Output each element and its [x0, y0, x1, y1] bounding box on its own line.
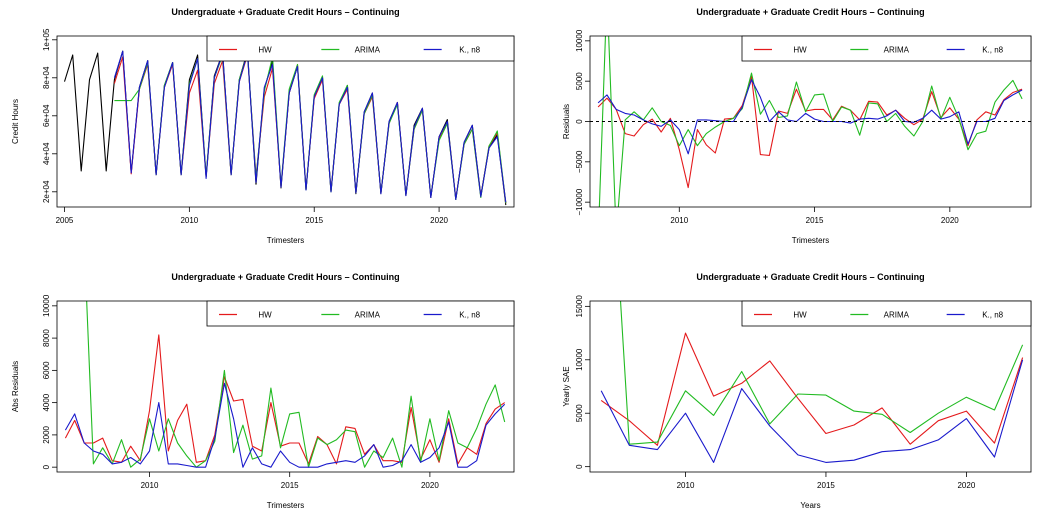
- series-line-arima: [86, 301, 506, 468]
- series-line-hw: [600, 332, 1024, 446]
- y-tick-label: 4e+04: [42, 142, 51, 165]
- x-tick-label: 2020: [941, 216, 959, 225]
- series-line-knn: [597, 79, 1023, 155]
- chart-residuals: Undergraduate + Graduate Credit Hours – …: [562, 7, 1032, 245]
- y-tick-label: 10000: [575, 348, 584, 371]
- chart-title: Undergraduate + Graduate Credit Hours – …: [696, 7, 924, 17]
- series-line-hw: [113, 54, 507, 204]
- y-tick-label: 5000: [575, 72, 584, 90]
- legend-box: [206, 35, 515, 62]
- legend: HW ARIMA K., n8: [206, 35, 515, 62]
- legend-label-arima: ARIMA: [884, 311, 910, 320]
- y-tick-label: 0: [575, 464, 584, 469]
- y-tick-label: 1e+05: [42, 28, 51, 51]
- series-line-knn: [600, 359, 1024, 463]
- x-axis-label: Trimesters: [267, 236, 304, 245]
- series-line-arima: [619, 301, 1024, 445]
- y-tick-label: 10000: [42, 294, 51, 317]
- y-axis-label: Credit Hours: [11, 99, 20, 144]
- x-tick-label: 2015: [281, 481, 299, 490]
- legend-label-arima: ARIMA: [355, 311, 381, 320]
- y-tick-label: −5000: [575, 150, 584, 173]
- y-tick-label: 15000: [575, 295, 584, 318]
- x-tick-label: 2010: [670, 216, 688, 225]
- y-tick-label: 6000: [42, 361, 51, 379]
- chart-abs: Undergraduate + Graduate Credit Hours – …: [11, 272, 515, 510]
- y-tick-label: 6e+04: [42, 104, 51, 127]
- y-tick-label: 2e+04: [42, 180, 51, 203]
- legend-box: [741, 35, 1032, 62]
- legend-label-hw: HW: [258, 46, 272, 55]
- y-tick-label: 0: [42, 464, 51, 469]
- plot-frame: [589, 300, 1032, 473]
- legend-label-knn: K., n8: [459, 311, 480, 320]
- legend-label-knn: K., n8: [982, 46, 1003, 55]
- x-axis-label: Trimesters: [267, 501, 304, 510]
- series-line-actual: [63, 50, 507, 206]
- x-tick-label: 2015: [817, 481, 835, 490]
- legend-box: [741, 300, 1032, 327]
- series-line-knn: [64, 382, 506, 468]
- chart-title: Undergraduate + Graduate Credit Hours – …: [171, 7, 399, 17]
- x-tick-label: 2020: [430, 216, 448, 225]
- legend-label-hw: HW: [793, 311, 807, 320]
- x-tick-label: 2010: [141, 481, 159, 490]
- y-tick-label: 8e+04: [42, 66, 51, 89]
- y-axis-label: Residuals: [562, 104, 571, 139]
- legend-label-knn: K., n8: [982, 311, 1003, 320]
- series-line-arima: [598, 36, 1023, 207]
- x-axis-label: Trimesters: [792, 236, 829, 245]
- series-line-knn: [113, 50, 507, 203]
- legend-label-knn: K., n8: [459, 46, 480, 55]
- chart-title: Undergraduate + Graduate Credit Hours – …: [696, 272, 924, 282]
- y-tick-label: 8000: [42, 329, 51, 347]
- legend-label-hw: HW: [793, 46, 807, 55]
- y-axis-label: Yearly SAE: [562, 366, 571, 406]
- chart-title: Undergraduate + Graduate Credit Hours – …: [171, 272, 399, 282]
- x-tick-label: 2020: [957, 481, 975, 490]
- chart-credit: Undergraduate + Graduate Credit Hours – …: [11, 7, 515, 245]
- x-tick-label: 2005: [56, 216, 74, 225]
- y-tick-label: 0: [575, 119, 584, 124]
- x-tick-label: 2015: [305, 216, 323, 225]
- legend-label-hw: HW: [258, 311, 272, 320]
- plot-frame: [56, 300, 515, 473]
- legend: HW ARIMA K., n8: [741, 35, 1032, 62]
- y-tick-label: 4000: [42, 393, 51, 411]
- x-tick-label: 2015: [806, 216, 824, 225]
- legend: HW ARIMA K., n8: [206, 300, 515, 327]
- legend: HW ARIMA K., n8: [741, 300, 1032, 327]
- x-tick-label: 2010: [677, 481, 695, 490]
- legend-box: [206, 300, 515, 327]
- legend-label-arima: ARIMA: [355, 46, 381, 55]
- chart-sae: Undergraduate + Graduate Credit Hours – …: [562, 272, 1032, 510]
- y-axis-label: Abs Residuals: [11, 361, 20, 412]
- legend-label-arima: ARIMA: [884, 46, 910, 55]
- y-tick-label: 2000: [42, 425, 51, 443]
- x-axis-label: Years: [800, 501, 820, 510]
- series-line-hw: [597, 75, 1023, 189]
- x-tick-label: 2010: [180, 216, 198, 225]
- y-tick-label: −10000: [575, 188, 584, 215]
- plot-frame: [56, 35, 515, 208]
- x-tick-label: 2020: [421, 481, 439, 490]
- y-tick-label: 5000: [575, 404, 584, 422]
- series-line-hw: [64, 334, 506, 465]
- y-tick-label: 10000: [575, 29, 584, 52]
